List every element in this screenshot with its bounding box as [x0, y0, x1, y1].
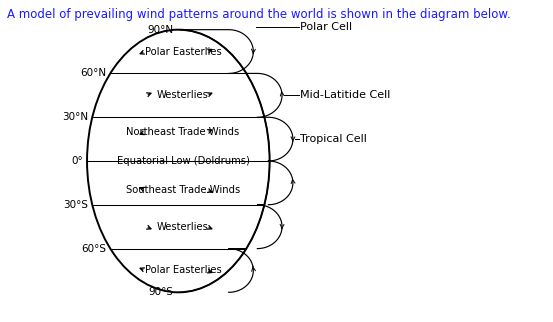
Text: 90°N: 90°N [148, 25, 174, 35]
Text: 60°S: 60°S [81, 244, 107, 254]
Text: 30°N: 30°N [62, 112, 88, 122]
Text: Westerlies: Westerlies [157, 222, 209, 232]
Text: Polar Cell: Polar Cell [300, 22, 352, 32]
Text: Polar Easterlies: Polar Easterlies [145, 265, 221, 275]
Text: Northeast Trade Winds: Northeast Trade Winds [127, 127, 239, 137]
Text: 60°N: 60°N [80, 68, 107, 78]
Text: 0°: 0° [71, 156, 84, 166]
Text: Polar Easterlies: Polar Easterlies [145, 47, 221, 57]
Text: Southeast Trade Winds: Southeast Trade Winds [126, 185, 240, 195]
Text: Mid-Latitide Cell: Mid-Latitide Cell [300, 90, 390, 100]
Text: Westerlies: Westerlies [157, 90, 209, 100]
Text: Equatorial Low (Doldrums): Equatorial Low (Doldrums) [117, 156, 249, 166]
Text: A model of prevailing wind patterns around the world is shown in the diagram bel: A model of prevailing wind patterns arou… [7, 7, 511, 21]
Text: 90°S: 90°S [149, 287, 174, 297]
Text: Tropical Cell: Tropical Cell [300, 134, 367, 144]
Text: 30°S: 30°S [64, 200, 88, 210]
